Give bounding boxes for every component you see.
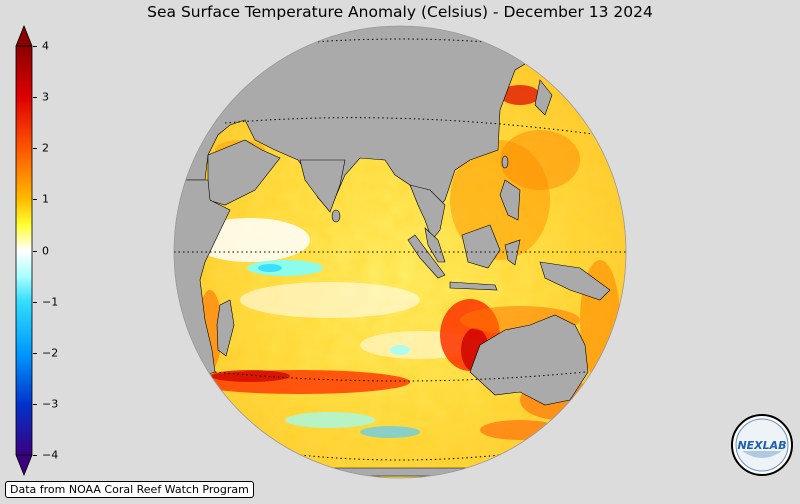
land-sri-lanka [331, 209, 341, 223]
colorbar-tick-label: −1 [42, 295, 59, 309]
land-madagascar [216, 299, 235, 357]
colorbar-tick-mark [33, 199, 37, 201]
land-philippines [499, 179, 521, 221]
land-sumatra [407, 234, 446, 279]
land-japan [534, 79, 553, 116]
nexlab-logo: NEXLAB [731, 414, 793, 476]
colorbar-tick-label: −2 [42, 346, 59, 360]
colorbar-tick-label: 0 [42, 244, 49, 257]
land-borneo [461, 224, 501, 269]
colorbar-tick-label: 1 [42, 192, 49, 206]
map-title: Sea Surface Temperature Anomaly (Celsius… [147, 3, 653, 21]
data-credit: Data from NOAA Coral Reef Watch Program [5, 481, 254, 498]
colorbar-tick-mark [33, 97, 37, 99]
colorbar-tick-label: −3 [42, 397, 59, 411]
graticule [174, 38, 626, 461]
globe-outline [173, 25, 627, 479]
land-india [299, 159, 346, 213]
logo-text: NEXLAB [737, 439, 786, 452]
land-antarctica [329, 467, 471, 477]
colorbar-tick-mark [33, 403, 37, 405]
colorbar-bottom-arrow [15, 454, 33, 477]
colorbar-tick-mark [33, 352, 37, 354]
colorbar-tick-label: −4 [42, 448, 59, 462]
colorbar-tick-label: 3 [42, 90, 49, 104]
colorbar-tick-label: 4 [42, 39, 49, 53]
land-java [449, 281, 498, 291]
colorbar-tick-mark [33, 46, 37, 47]
land-australia [469, 314, 589, 406]
land-malay [424, 227, 446, 263]
colorbar-tick-mark [33, 148, 37, 150]
colorbar: 4 3 2 1 0 −1 −2 −3 −4 [0, 0, 80, 500]
land-taiwan [501, 155, 509, 169]
land-asia [174, 26, 626, 216]
colorbar-tick-mark [33, 301, 37, 303]
colorbar-tick-mark [33, 455, 37, 456]
colorbar-tick-label: 2 [42, 141, 49, 155]
land-indochina [409, 184, 446, 241]
colorbar-graphic [15, 24, 33, 477]
colorbar-tick-mark [33, 250, 37, 252]
land-new-guinea [539, 261, 611, 301]
